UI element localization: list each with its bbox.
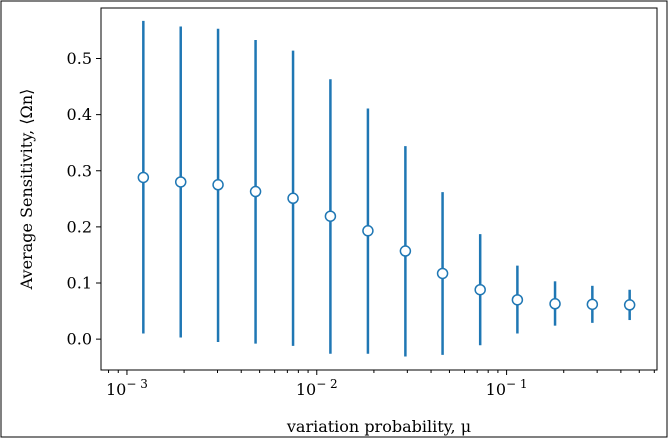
y-tick-label: 0.1 [67,274,92,293]
x-tick-label: 10− 3 [106,377,148,399]
y-tick-label: 0.4 [67,105,92,124]
data-marks [137,20,636,357]
data-point [549,298,561,310]
data-point [623,299,636,311]
y-axis-label: Average Sensitivity, ⟨Ωn⟩ [17,89,36,291]
data-point [511,294,524,306]
data-point [287,192,299,205]
data-point [436,267,449,280]
data-point [586,298,599,311]
y-tick-label: 0.0 [67,330,92,349]
data-point [474,283,486,296]
x-axis-label: variation probability, μ [286,417,471,436]
y-tick-label: 0.2 [67,217,92,236]
data-point [174,176,187,188]
y-axis-ticks: 0.0 0.1 0.2 0.3 0.4 0.5 [67,49,101,349]
x-tick-label: 10− 1 [486,377,528,399]
x-axis-ticks: 10− 3 10− 2 10− 1 [106,370,655,399]
data-point [212,179,224,191]
data-point [137,171,150,184]
y-tick-label: 0.5 [67,49,92,68]
data-point [324,210,337,222]
data-point [362,225,374,237]
plot-frame [100,7,658,371]
y-tick-label: 0.3 [67,161,92,180]
data-point [249,185,262,198]
data-point [399,245,412,257]
x-tick-label: 10− 2 [296,377,338,399]
